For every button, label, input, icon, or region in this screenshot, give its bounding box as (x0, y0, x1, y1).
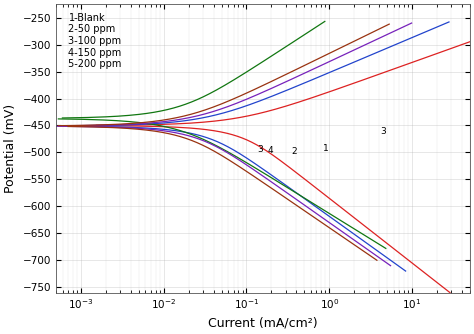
Text: 3: 3 (381, 128, 386, 137)
X-axis label: Current (mA/cm²): Current (mA/cm²) (208, 317, 318, 330)
Text: 1: 1 (323, 144, 328, 153)
Y-axis label: Potential (mV): Potential (mV) (4, 104, 17, 193)
Text: 1-Blank
2-50 ppm
3-100 ppm
4-150 ppm
5-200 ppm: 1-Blank 2-50 ppm 3-100 ppm 4-150 ppm 5-2… (69, 13, 122, 69)
Text: 4: 4 (268, 146, 273, 155)
Text: 3: 3 (257, 145, 263, 154)
Text: 2: 2 (292, 147, 297, 156)
